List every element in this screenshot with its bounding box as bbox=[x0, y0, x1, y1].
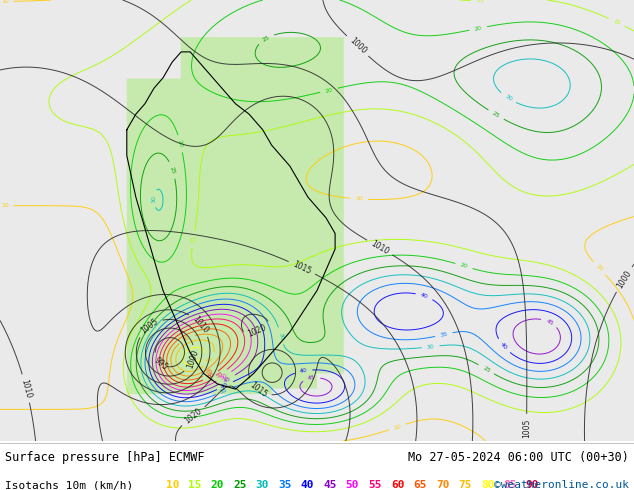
Text: 65: 65 bbox=[413, 480, 427, 490]
Text: 40: 40 bbox=[299, 368, 308, 374]
Text: 85: 85 bbox=[503, 480, 517, 490]
Text: 25: 25 bbox=[491, 111, 501, 119]
Text: 30: 30 bbox=[256, 480, 269, 490]
Text: 55: 55 bbox=[368, 480, 382, 490]
Text: 75: 75 bbox=[458, 480, 472, 490]
Text: 1015: 1015 bbox=[291, 259, 313, 276]
Text: 50: 50 bbox=[346, 480, 359, 490]
Text: 15: 15 bbox=[476, 0, 484, 3]
Text: 35: 35 bbox=[278, 480, 292, 490]
Text: 10: 10 bbox=[1, 0, 9, 4]
Text: 10: 10 bbox=[393, 423, 402, 431]
Text: 1000: 1000 bbox=[347, 36, 368, 56]
Text: 30: 30 bbox=[503, 94, 513, 102]
Text: 80: 80 bbox=[195, 356, 205, 366]
Text: 90: 90 bbox=[526, 480, 540, 490]
Text: 40: 40 bbox=[420, 293, 429, 300]
Text: 65: 65 bbox=[205, 368, 215, 376]
Text: Mo 27-05-2024 06:00 UTC (00+30): Mo 27-05-2024 06:00 UTC (00+30) bbox=[408, 451, 629, 464]
Text: 30: 30 bbox=[277, 331, 284, 341]
Text: 40: 40 bbox=[221, 382, 230, 390]
Text: 1015: 1015 bbox=[248, 380, 268, 399]
Text: 60: 60 bbox=[206, 372, 216, 380]
Text: 45: 45 bbox=[223, 375, 232, 384]
Text: 1005: 1005 bbox=[522, 419, 531, 438]
Text: 45: 45 bbox=[545, 318, 554, 326]
Text: 30: 30 bbox=[427, 344, 435, 350]
Text: 15: 15 bbox=[190, 235, 197, 244]
Text: Surface pressure [hPa] ECMWF: Surface pressure [hPa] ECMWF bbox=[5, 451, 205, 464]
Text: 1000: 1000 bbox=[185, 349, 200, 370]
Text: 1000: 1000 bbox=[615, 269, 633, 290]
Text: 55: 55 bbox=[215, 370, 224, 379]
Text: 15: 15 bbox=[612, 18, 621, 26]
Text: 10: 10 bbox=[165, 480, 179, 490]
Text: 60: 60 bbox=[391, 480, 404, 490]
Text: 30: 30 bbox=[152, 195, 157, 202]
Text: 20: 20 bbox=[210, 480, 224, 490]
Text: 80: 80 bbox=[481, 480, 495, 490]
Text: 10: 10 bbox=[355, 196, 363, 202]
Text: 25: 25 bbox=[482, 365, 491, 373]
Text: 10: 10 bbox=[595, 264, 604, 273]
Text: 70: 70 bbox=[436, 480, 450, 490]
Text: 10: 10 bbox=[1, 203, 9, 208]
Text: ©weatheronline.co.uk: ©weatheronline.co.uk bbox=[494, 480, 629, 490]
Text: 45: 45 bbox=[307, 375, 316, 381]
Text: Isotachs 10m (km/h): Isotachs 10m (km/h) bbox=[5, 480, 133, 490]
Text: 35: 35 bbox=[439, 331, 448, 338]
Text: 35: 35 bbox=[219, 387, 229, 395]
Text: 20: 20 bbox=[177, 139, 184, 148]
Text: 40: 40 bbox=[301, 480, 314, 490]
Text: 995: 995 bbox=[152, 355, 169, 371]
Text: 25: 25 bbox=[261, 35, 271, 43]
Text: 40: 40 bbox=[499, 342, 508, 351]
Text: 20: 20 bbox=[474, 25, 482, 32]
Text: 75: 75 bbox=[205, 355, 214, 365]
Text: 1010: 1010 bbox=[20, 378, 33, 399]
Text: 50: 50 bbox=[219, 372, 229, 381]
Text: 70: 70 bbox=[182, 335, 191, 343]
Text: 20: 20 bbox=[460, 263, 469, 270]
Text: 1005: 1005 bbox=[139, 317, 160, 336]
Text: 1010: 1010 bbox=[191, 314, 210, 335]
Text: 15: 15 bbox=[188, 480, 202, 490]
Text: 1010: 1010 bbox=[369, 239, 391, 256]
Text: 20: 20 bbox=[325, 87, 333, 94]
Text: 25: 25 bbox=[233, 480, 247, 490]
Text: 1020: 1020 bbox=[183, 407, 204, 426]
Text: 25: 25 bbox=[169, 166, 176, 174]
Text: 45: 45 bbox=[323, 480, 337, 490]
Text: 1020: 1020 bbox=[247, 322, 268, 339]
